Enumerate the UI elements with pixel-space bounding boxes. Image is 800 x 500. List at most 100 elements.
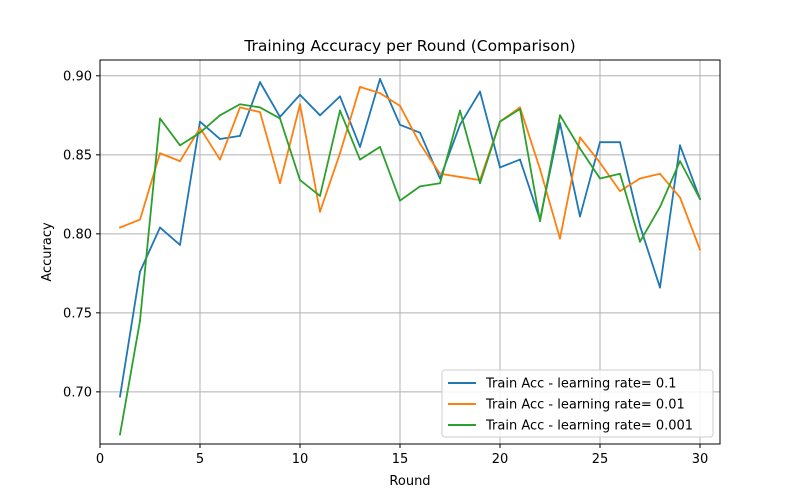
legend-label: Train Acc - learning rate= 0.01 [485,398,685,413]
legend: Train Acc - learning rate= 0.1 Train Acc … [441,369,714,438]
series-1 [119,78,701,398]
data-point [119,226,121,229]
data-point [379,78,381,80]
legend-box [441,369,714,438]
data-point [119,433,121,436]
data-point [619,190,621,193]
data-point [259,81,261,84]
data-point [239,103,241,106]
plot-frame [99,59,721,445]
data-point [439,182,441,185]
series-lines [119,78,701,436]
data-point [199,120,201,123]
data-point [699,198,701,200]
data-point [319,195,321,197]
data-point [279,117,281,120]
data-point [339,152,341,155]
data-point [339,109,341,112]
data-point [359,85,361,88]
data-point [639,225,641,227]
x-tick-label: 15 [392,452,409,467]
data-point [459,123,461,126]
data-point [499,166,501,169]
x-axis-label: Round [389,474,430,489]
data-point [419,142,421,145]
chart-title: Training Accuracy per Round (Comparison) [243,37,575,55]
data-point [419,131,421,134]
data-point [459,109,461,112]
data-point [679,144,681,147]
data-point [599,141,601,144]
data-point [239,134,241,137]
x-tick-label: 25 [592,452,609,467]
data-point [519,158,521,161]
data-point [239,106,241,109]
legend-label: Train Acc - learning rate= 0.001 [485,419,693,434]
data-point [139,218,141,221]
data-point [519,108,521,110]
legend-label: Train Acc - learning rate= 0.1 [485,377,677,392]
data-point [379,146,381,148]
x-tick-label: 0 [96,452,104,467]
data-point [119,395,121,398]
data-point [599,177,601,180]
data-point [179,243,181,246]
data-point [199,131,201,134]
data-point [259,106,261,109]
data-point [279,182,281,185]
series-3 [119,103,701,436]
data-point [359,146,361,148]
data-point [179,160,181,163]
data-point [219,114,221,117]
data-point [199,127,201,129]
data-point [219,138,221,140]
data-point [159,152,161,155]
series-line [119,103,701,436]
x-tick-label: 20 [492,452,509,467]
x-axis-ticks: 0 5 10 15 20 25 30 [96,444,708,467]
data-point [619,172,621,175]
data-point [639,240,641,243]
data-point [539,220,541,223]
data-point [259,111,261,114]
series-line [119,85,701,251]
data-point [159,117,161,120]
data-point [319,210,321,213]
y-tick-label: 0.90 [63,69,92,84]
data-point [619,141,621,144]
data-point [579,147,581,150]
data-point [399,104,401,107]
data-point [339,95,341,98]
data-point [659,206,661,208]
data-point [579,215,581,218]
data-point [559,122,561,125]
y-tick-label: 0.75 [63,306,92,321]
x-tick-label: 30 [692,452,709,467]
data-point [659,286,661,289]
data-point [139,270,141,273]
x-tick-label: 5 [196,452,204,467]
data-point [159,226,161,229]
data-point [379,92,381,95]
data-point [299,179,301,181]
data-point [319,114,321,117]
data-point [519,106,521,109]
data-point [219,158,221,161]
y-tick-label: 0.80 [63,227,92,242]
series-line [119,78,701,398]
data-point [599,161,601,164]
data-point [399,199,401,202]
y-axis-label: Accuracy [40,222,55,282]
data-point [639,177,641,180]
y-axis-ticks: 0.70 0.75 0.80 0.85 0.90 [63,69,100,400]
data-point [559,114,561,117]
data-point [359,158,361,161]
data-point [479,90,481,93]
y-tick-label: 0.85 [63,148,92,163]
data-point [439,172,441,175]
data-point [539,168,541,170]
data-point [179,144,181,147]
data-point [679,196,681,199]
data-point [579,136,581,139]
